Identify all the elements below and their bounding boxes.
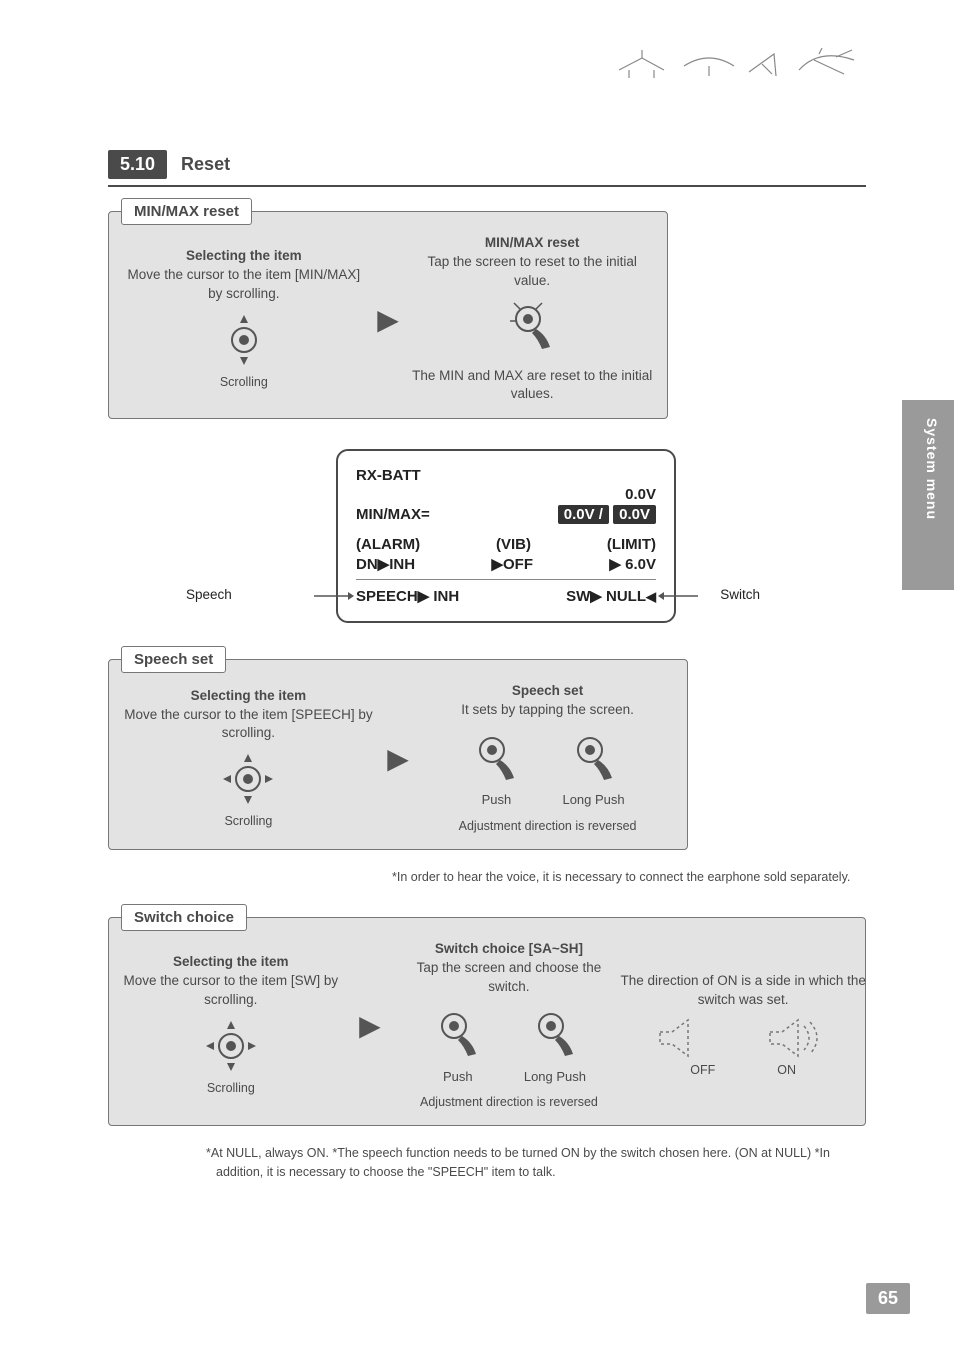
- tap-icon: [432, 1006, 484, 1062]
- pointer-arrow-right: [658, 589, 698, 603]
- joystick-icon: [216, 312, 272, 368]
- longpush-label: Long Push: [524, 1068, 586, 1086]
- arrow-icon: ▶: [341, 1009, 400, 1042]
- joystick-icon: [220, 751, 276, 807]
- panel1-right-text2: The MIN and MAX are reset to the initial…: [409, 367, 655, 405]
- panel3-mid-text: Tap the screen and choose the switch.: [399, 959, 619, 997]
- scroll-label: Scrolling: [121, 813, 376, 831]
- panel1-left-text: Move the cursor to the item [MIN/MAX] by…: [121, 266, 367, 304]
- panel-minmax-reset: MIN/MAX reset Selecting the item Move th…: [108, 211, 668, 419]
- lcd-dn: DN▶INH: [356, 555, 415, 573]
- panel3-left-title: Selecting the item: [121, 953, 341, 972]
- panel-switch-choice: Switch choice Selecting the item Move th…: [108, 917, 866, 1127]
- lcd-speech: SPEECH▶ INH: [356, 587, 459, 605]
- panel2-bottom: Adjustment direction is reversed: [420, 818, 675, 836]
- panel3-mid-title: Switch choice [SA~SH]: [399, 940, 619, 959]
- arrow-icon: ▶: [367, 303, 410, 336]
- push-label: Push: [470, 791, 522, 809]
- lcd-max: 0.0V: [613, 505, 656, 524]
- lcd-limit: (LIMIT): [607, 536, 656, 553]
- panel3-mid-bottom: Adjustment direction is reversed: [399, 1094, 619, 1112]
- speaker-on-icon: [768, 1016, 828, 1060]
- tap-icon: [506, 299, 558, 355]
- joystick-icon: [203, 1018, 259, 1074]
- panel3-tab: Switch choice: [121, 904, 247, 931]
- panel2-right-title: Speech set: [420, 682, 675, 701]
- switch-pointer-label: Switch: [720, 587, 760, 602]
- lcd-off: ▶OFF: [491, 555, 533, 573]
- push-label: Push: [432, 1068, 484, 1086]
- tap-icon: [529, 1006, 581, 1062]
- panel-tab: MIN/MAX reset: [121, 198, 252, 225]
- page-number: 65: [866, 1283, 910, 1314]
- scroll-label: Scrolling: [121, 374, 367, 392]
- panel-speech-set: Speech set Selecting the item Move the c…: [108, 659, 688, 850]
- panel1-right-title: MIN/MAX reset: [409, 234, 655, 253]
- sidebar-tab: System menu: [902, 400, 954, 590]
- panel2-tab: Speech set: [121, 646, 226, 673]
- lcd-current-v: 0.0V: [625, 486, 656, 503]
- sidebar-label: System menu: [924, 418, 940, 520]
- header-aircraft-icons: [614, 40, 864, 89]
- tap-icon: [470, 730, 522, 786]
- pointer-arrow-left: [314, 589, 354, 603]
- panel1-left-title: Selecting the item: [121, 247, 367, 266]
- panel3-right-text: The direction of ON is a side in which t…: [619, 972, 868, 1010]
- lcd-6v: ▶ 6.0V: [609, 555, 656, 573]
- lcd-vib: (VIB): [496, 536, 531, 553]
- panel2-right-text: It sets by tapping the screen.: [420, 701, 675, 720]
- speaker-on-label: ON: [777, 1062, 796, 1080]
- speaker-off-icon: [658, 1016, 718, 1060]
- panel2-note: *In order to hear the voice, it is neces…: [108, 868, 866, 887]
- lcd-title: RX-BATT: [356, 467, 421, 484]
- panel3-left-text: Move the cursor to the item [SW] by scro…: [121, 972, 341, 1010]
- lcd-alarm: (ALARM): [356, 536, 420, 553]
- speech-pointer-label: Speech: [186, 587, 232, 602]
- arrow-icon: ▶: [376, 742, 420, 775]
- panel1-right-text: Tap the screen to reset to the initial v…: [409, 253, 655, 291]
- lcd-sw: SW▶ NULL: [566, 588, 646, 605]
- lcd-minmax-label: MIN/MAX=: [356, 506, 430, 523]
- lcd-min: 0.0V /: [558, 505, 609, 524]
- panel2-left-text: Move the cursor to the item [SPEECH] by …: [121, 706, 376, 744]
- panel2-left-title: Selecting the item: [121, 687, 376, 706]
- divider: [108, 185, 866, 187]
- lcd-screen: RX-BATT 0.0V MIN/MAX= 0.0V / 0.0V (ALARM…: [336, 449, 676, 623]
- section-title: Reset: [181, 154, 230, 175]
- section-badge: 5.10: [108, 150, 167, 179]
- panel3-note: *At NULL, always ON. *The speech functio…: [108, 1144, 848, 1182]
- speaker-off-label: OFF: [690, 1062, 715, 1080]
- scroll-label: Scrolling: [121, 1080, 341, 1098]
- tap-icon: [568, 730, 620, 786]
- longpush-label: Long Push: [562, 791, 624, 809]
